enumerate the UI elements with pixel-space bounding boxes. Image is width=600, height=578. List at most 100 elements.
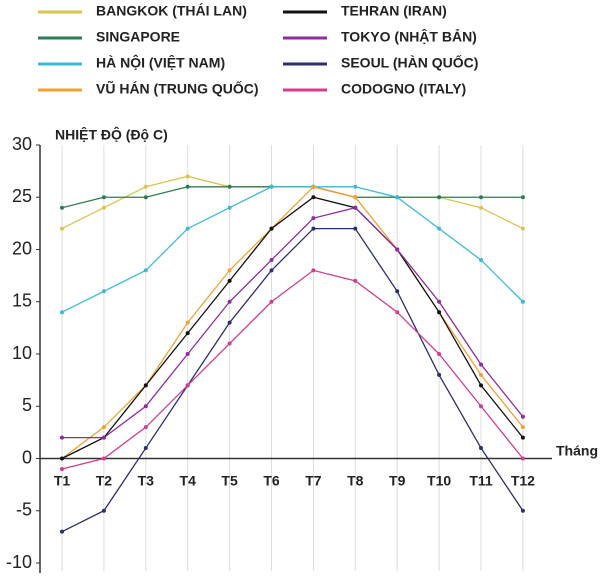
data-point xyxy=(143,268,148,273)
data-point xyxy=(60,466,64,471)
data-point xyxy=(353,195,358,200)
data-point xyxy=(101,425,106,430)
data-point xyxy=(101,456,106,461)
legend-label: HÀ NỘI (VIỆT NAM) xyxy=(96,54,225,71)
series-line xyxy=(61,196,524,460)
data-point xyxy=(520,456,525,461)
data-point xyxy=(143,404,148,409)
data-point xyxy=(395,289,400,294)
x-tick-label: T9 xyxy=(389,473,406,489)
data-point xyxy=(227,299,232,304)
series-line xyxy=(61,186,524,460)
data-point xyxy=(60,205,64,210)
x-tick-label: T5 xyxy=(221,473,238,489)
x-tick-label: T8 xyxy=(347,473,364,489)
series-line xyxy=(61,186,524,313)
data-point xyxy=(437,310,442,315)
data-point xyxy=(60,435,64,440)
data-point xyxy=(101,289,106,294)
legend-label: SEOUL (HÀN QUỐC) xyxy=(341,54,478,71)
data-point xyxy=(479,362,483,367)
data-point xyxy=(479,205,483,210)
data-point xyxy=(479,446,483,451)
y-tick-label: 30 xyxy=(12,134,32,154)
series-line xyxy=(61,269,524,470)
data-point xyxy=(520,299,525,304)
data-point xyxy=(143,383,148,388)
y-tick-label: 15 xyxy=(12,291,32,311)
x-tick-label: T4 xyxy=(180,473,197,489)
data-point xyxy=(227,205,232,210)
data-point xyxy=(101,205,106,210)
x-tick-label: T6 xyxy=(263,473,280,489)
data-point xyxy=(269,226,274,231)
data-point xyxy=(269,268,274,273)
legend-label: TEHRAN (IRAN) xyxy=(341,3,447,19)
legend-label: TOKYO (NHẬT BẢN) xyxy=(341,28,477,45)
legend-label: VŨ HÁN (TRUNG QUỐC) xyxy=(96,80,259,97)
legend-label: CODOGNO (ITALY) xyxy=(341,81,466,97)
series-line xyxy=(61,175,524,230)
data-point xyxy=(269,299,274,304)
legend-label: BANGKOK (THÁI LAN) xyxy=(96,3,247,19)
data-point xyxy=(520,195,525,200)
data-point xyxy=(60,310,64,315)
legend-label: SINGAPORE xyxy=(96,29,180,45)
data-point xyxy=(185,352,190,356)
data-point xyxy=(520,425,525,430)
y-tick-label: 25 xyxy=(12,186,32,206)
data-point xyxy=(395,247,400,252)
data-point xyxy=(185,320,190,325)
data-point xyxy=(311,216,316,221)
data-point xyxy=(395,195,400,200)
data-point xyxy=(353,226,358,231)
data-point xyxy=(227,184,232,189)
x-tick-label: T11 xyxy=(469,473,493,489)
series-line xyxy=(61,227,524,533)
data-point xyxy=(227,341,232,346)
data-point xyxy=(185,383,190,388)
data-point xyxy=(437,226,442,231)
data-point xyxy=(311,226,316,231)
data-point xyxy=(479,257,483,262)
data-point xyxy=(269,257,274,262)
data-point xyxy=(353,205,358,210)
data-point xyxy=(520,508,525,513)
data-point xyxy=(185,331,190,336)
y-tick-label: 10 xyxy=(12,343,32,363)
data-point xyxy=(479,383,483,388)
data-point xyxy=(185,174,190,179)
data-point xyxy=(479,372,483,377)
x-tick-label: T1 xyxy=(54,473,71,489)
y-tick-label: -5 xyxy=(16,500,32,520)
data-point xyxy=(60,529,64,534)
data-point xyxy=(520,435,525,440)
data-point xyxy=(520,414,525,419)
data-point xyxy=(227,268,232,273)
x-axis-label: Tháng xyxy=(556,443,598,459)
data-point xyxy=(437,352,442,356)
x-tick-label: T10 xyxy=(427,473,451,489)
series-line xyxy=(62,206,524,439)
data-point xyxy=(353,184,358,189)
data-point xyxy=(227,278,232,283)
y-tick-label: -10 xyxy=(6,552,32,572)
data-point xyxy=(353,278,358,283)
data-point xyxy=(101,508,106,513)
data-point xyxy=(60,456,64,461)
y-axis-label: NHIỆT ĐỘ (Độ C) xyxy=(55,126,168,143)
data-point xyxy=(185,226,190,231)
data-point xyxy=(479,404,483,409)
y-tick-label: 0 xyxy=(22,447,32,467)
data-point xyxy=(269,184,274,189)
data-point xyxy=(395,310,400,315)
data-point xyxy=(311,268,316,273)
data-point xyxy=(60,226,64,231)
data-point xyxy=(143,195,148,200)
data-point xyxy=(143,425,148,430)
x-tick-label: T2 xyxy=(96,473,113,489)
data-point xyxy=(311,195,316,200)
data-point xyxy=(227,320,232,325)
data-point xyxy=(143,446,148,451)
